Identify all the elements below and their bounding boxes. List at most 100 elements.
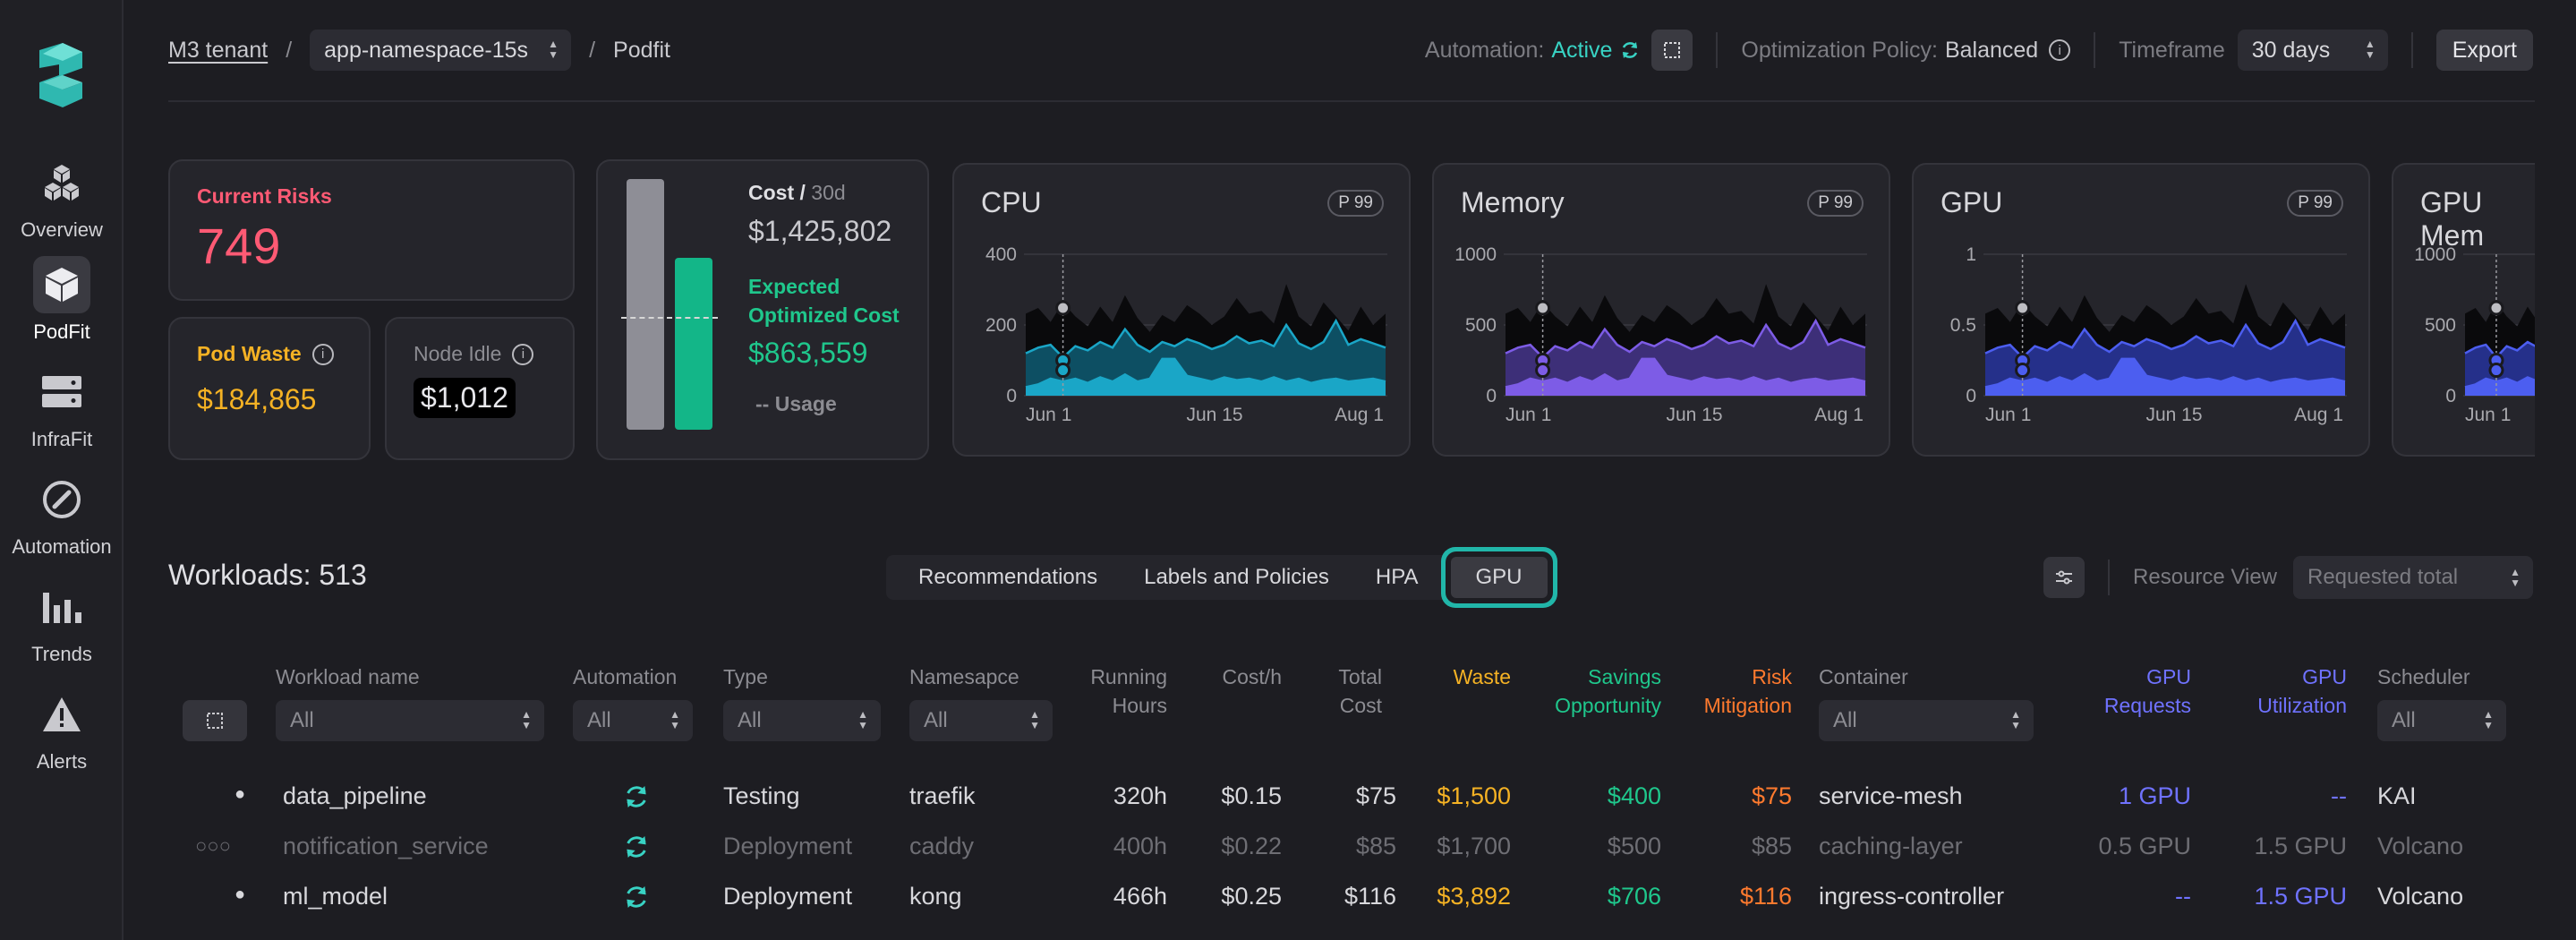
node-idle-card[interactable]: Node Idle i $1,012 xyxy=(385,317,575,460)
automation-sync-icon[interactable] xyxy=(622,883,651,911)
workload-name[interactable]: notification_service xyxy=(283,833,489,859)
col-cost-per-hour[interactable]: Cost/h xyxy=(1222,665,1282,688)
current-risks-card[interactable]: Current Risks 749 xyxy=(168,159,575,301)
cost-card[interactable]: Cost / 30d $1,425,802 Expected Optimized… xyxy=(596,159,929,460)
info-icon[interactable]: i xyxy=(512,343,534,365)
sidebar-item-alerts[interactable]: Alerts xyxy=(0,686,124,773)
scheduler-name: KAI xyxy=(2377,782,2417,809)
automation-sync-icon[interactable] xyxy=(622,782,651,811)
tab-hpa[interactable]: HPA xyxy=(1375,565,1419,589)
col-risk-mitigation[interactable]: Risk Mitigation xyxy=(1674,662,1792,720)
pod-waste-card[interactable]: Pod Waste i $184,865 xyxy=(168,317,371,460)
chart-title: Memory xyxy=(1461,186,1565,218)
chart-card-gpu[interactable]: GPU P 99 1 0.5 0 Jun 1 Jun 15 Aug 1 xyxy=(1912,163,2370,457)
export-button[interactable]: Export xyxy=(2435,30,2533,71)
percentile-badge[interactable]: P 99 xyxy=(2287,190,2343,217)
col-automation[interactable]: Automation xyxy=(573,665,678,688)
tab-recommendations[interactable]: Recommendations xyxy=(918,565,1098,589)
col-gpu-requests[interactable]: GPU Requests xyxy=(2059,662,2191,720)
compass-icon xyxy=(33,471,90,528)
sidebar-item-overview[interactable]: Overview xyxy=(0,154,124,242)
status-indicator: ● xyxy=(235,884,246,904)
series-usage-area xyxy=(1026,358,1386,396)
updown-chevron-icon: ▲ ▼ xyxy=(1029,708,1040,731)
workload-type: Deployment xyxy=(723,833,853,859)
sidebar-item-podfit[interactable]: PodFit xyxy=(0,256,124,344)
col-waste[interactable]: Waste xyxy=(1453,665,1511,688)
info-icon[interactable]: i xyxy=(2049,39,2071,61)
series-usage-line xyxy=(1025,357,1386,389)
gpu-utilization: 1.5 GPU xyxy=(2254,883,2347,910)
container-filter[interactable]: All ▲ ▼ xyxy=(1819,700,2034,741)
col-total-cost[interactable]: Total Cost xyxy=(1307,662,1382,720)
tab-gpu[interactable]: GPU xyxy=(1450,557,1548,598)
workload-filter[interactable]: All ▲ ▼ xyxy=(276,700,544,741)
running-hours: 466h xyxy=(1113,883,1167,910)
sidebar-item-automation[interactable]: Automation xyxy=(0,471,124,559)
workload-namespace: caddy xyxy=(909,833,975,859)
gpu-utilization: -- xyxy=(2331,782,2347,809)
series-p99-line xyxy=(1025,318,1386,360)
brand-logo[interactable] xyxy=(36,43,88,107)
table-row[interactable]: ● ml_model Deployment kong 466h $0.25 $116 $3,8… xyxy=(0,872,2576,922)
scheduler-filter[interactable]: All ▲ ▼ xyxy=(2377,700,2506,741)
cube-icon xyxy=(33,256,90,313)
automation-toggle-button[interactable] xyxy=(1651,30,1693,71)
chart-card-cpu[interactable]: CPU P 99 400 200 0 Jun 1 Jun 15 Aug 1 xyxy=(952,163,1411,457)
col-savings-line1: Savings xyxy=(1588,665,1661,688)
expected-cost-label: Expected Optimized Cost xyxy=(748,275,900,327)
col-running-hours[interactable]: Running Hours xyxy=(1065,662,1167,720)
namespace-select[interactable]: app-namespace-15s ▲ ▼ xyxy=(310,30,572,71)
pod-waste-label: Pod Waste xyxy=(197,342,302,365)
col-namespace[interactable]: Namesapce xyxy=(909,665,1019,688)
tab-labels-policies[interactable]: Labels and Policies xyxy=(1144,565,1329,589)
gpu-requests: 1 GPU xyxy=(2118,782,2191,809)
select-all-button[interactable] xyxy=(183,700,247,741)
chart-card-gpu-mem[interactable]: GPU Mem 1000 500 0 Jun 1 xyxy=(2392,163,2535,457)
cost-value: $1,425,802 xyxy=(748,215,892,247)
col-workload[interactable]: Workload name xyxy=(276,665,420,688)
workload-name[interactable]: data_pipeline xyxy=(283,782,427,809)
col-gpu-utilization[interactable]: GPU Utilization xyxy=(2211,662,2347,720)
sidebar-item-infrafit[interactable]: InfraFit xyxy=(0,363,124,451)
percentile-badge[interactable]: P 99 xyxy=(1327,190,1384,217)
col-savings[interactable]: Savings Opportunity xyxy=(1522,662,1661,720)
col-total-line2: Cost xyxy=(1339,694,1382,717)
cost-label-text: Cost / xyxy=(748,181,806,204)
chart-title: CPU xyxy=(981,186,1042,218)
column-settings-button[interactable] xyxy=(2043,557,2086,598)
automation-sync-icon[interactable] xyxy=(622,833,651,861)
col-gpu-util-line2: Utilization xyxy=(2257,694,2347,717)
policy-label: Optimization Policy: xyxy=(1741,37,1938,63)
col-type[interactable]: Type xyxy=(723,665,768,688)
filter-value: All xyxy=(587,708,611,732)
workload-tabs: Recommendations Labels and Policies HPA … xyxy=(886,555,1557,600)
timeframe-label: Timeframe xyxy=(2119,37,2225,63)
resource-view-select[interactable]: Requested total ▲ ▼ xyxy=(2293,556,2533,599)
col-container[interactable]: Container xyxy=(1819,665,1908,688)
col-gpu-req-line1: GPU xyxy=(2146,665,2191,688)
percentile-badge[interactable]: P 99 xyxy=(1807,190,1864,217)
breadcrumb-tenant-link[interactable]: M3 tenant xyxy=(168,37,269,63)
cost-label: Cost / 30d xyxy=(748,181,846,205)
table-row[interactable]: ● data_pipeline Testing traefik 320h $0.15 $75… xyxy=(0,772,2576,822)
chart-plot: 400 200 0 Jun 1 Jun 15 Aug 1 xyxy=(985,244,1387,425)
table-row[interactable]: ○○○ notification_service Deployment caddy 40… xyxy=(0,822,2576,872)
chart-card-memory[interactable]: Memory P 99 1000 500 0 Jun 1 Jun 15 Aug 1 xyxy=(1432,163,1890,457)
info-icon[interactable]: i xyxy=(311,343,334,365)
namespace-filter[interactable]: All ▲ ▼ xyxy=(909,700,1053,741)
x-tick-label: Jun 15 xyxy=(1186,405,1242,425)
col-scheduler[interactable]: Scheduler xyxy=(2377,665,2470,688)
workload-name[interactable]: ml_model xyxy=(283,883,388,910)
col-gpu-req-line2: Requests xyxy=(2103,694,2191,717)
divider xyxy=(2094,32,2096,68)
usage-line xyxy=(621,317,718,319)
series-p99-line xyxy=(1984,318,2346,360)
timeframe-select[interactable]: 30 days ▲ ▼ xyxy=(2237,30,2388,71)
automation-filter[interactable]: All ▲ ▼ xyxy=(573,700,693,741)
refresh-icon[interactable] xyxy=(1619,39,1641,61)
col-total-line1: Total xyxy=(1338,665,1382,688)
x-tick-label: Aug 1 xyxy=(2294,405,2343,425)
type-filter[interactable]: All ▲ ▼ xyxy=(723,700,881,741)
sidebar-item-trends[interactable]: Trends xyxy=(0,578,124,666)
